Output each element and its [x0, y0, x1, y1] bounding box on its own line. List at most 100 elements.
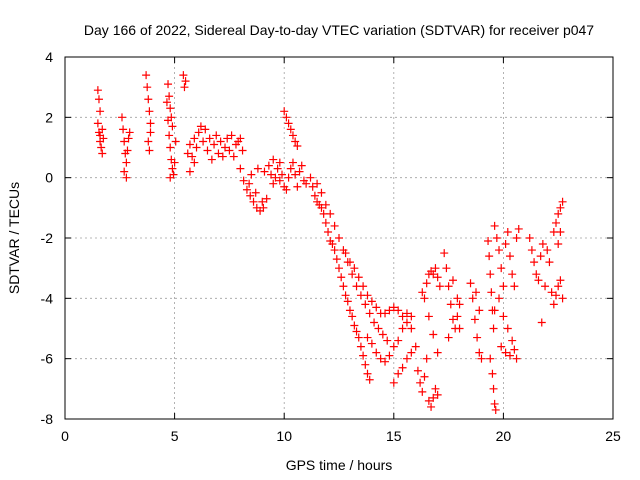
data-point-marker: [394, 336, 403, 345]
data-point-marker: [275, 158, 284, 167]
data-point-marker: [124, 134, 133, 143]
data-point-marker: [171, 137, 180, 146]
data-point-marker: [398, 363, 407, 372]
data-point-marker: [145, 107, 154, 116]
data-point-marker: [293, 141, 302, 150]
data-point-marker: [505, 351, 514, 360]
data-point-marker: [424, 396, 433, 405]
x-tick-label: 5: [171, 428, 179, 444]
data-point-marker: [512, 354, 521, 363]
data-point-marker: [354, 333, 363, 342]
data-point-marker: [534, 276, 543, 285]
data-point-marker: [416, 378, 425, 387]
data-point-marker: [486, 270, 495, 279]
data-point-marker: [497, 264, 506, 273]
data-point-marker: [477, 354, 486, 363]
data-point-marker: [413, 366, 422, 375]
data-point-marker: [466, 279, 475, 288]
data-point-marker: [185, 167, 194, 176]
data-point-marker: [554, 209, 563, 218]
data-point-marker: [418, 288, 427, 297]
data-point-marker: [97, 143, 106, 152]
data-point-marker: [448, 276, 457, 285]
data-point-marker: [558, 294, 567, 303]
data-point-marker: [120, 137, 129, 146]
data-point-marker: [295, 167, 304, 176]
data-point-marker: [378, 330, 387, 339]
data-point-marker: [221, 143, 230, 152]
data-point-marker: [260, 167, 269, 176]
data-point-marker: [99, 134, 108, 143]
data-point-marker: [180, 83, 189, 92]
data-point-marker: [335, 234, 343, 242]
data-point-marker: [238, 146, 247, 155]
data-point-marker: [444, 282, 453, 291]
data-point-marker: [170, 158, 179, 167]
data-point-marker: [381, 357, 390, 366]
data-point-marker: [545, 258, 554, 267]
data-point-marker: [448, 315, 457, 324]
data-point-marker: [446, 300, 455, 309]
data-point-marker: [122, 173, 131, 182]
data-point-marker: [321, 218, 330, 227]
data-point-marker: [144, 95, 153, 104]
data-point-marker: [269, 155, 278, 164]
data-point-marker: [343, 297, 352, 306]
data-point-marker: [422, 354, 431, 363]
data-point-marker: [411, 342, 420, 351]
data-point-marker: [332, 255, 341, 264]
data-point-marker: [495, 246, 504, 255]
data-point-marker: [556, 227, 565, 236]
x-tick-label: 10: [276, 428, 292, 444]
x-tick-label: 0: [61, 428, 69, 444]
data-point-marker: [536, 252, 545, 261]
data-point-marker: [444, 333, 453, 342]
data-point-marker: [402, 309, 411, 318]
data-point-marker: [514, 224, 523, 233]
data-point-marker: [348, 312, 357, 321]
data-point-marker: [251, 188, 260, 197]
data-point-marker: [381, 309, 390, 318]
data-point-marker: [473, 333, 482, 342]
data-point-marker: [93, 86, 102, 95]
data-point-marker: [558, 197, 567, 206]
data-point-marker: [196, 122, 205, 131]
data-point-marker: [372, 348, 381, 357]
data-point-marker: [530, 258, 539, 267]
y-tick-label: -8: [41, 411, 54, 427]
data-point-marker: [324, 227, 333, 236]
data-point-marker: [486, 354, 495, 363]
data-point-marker: [192, 143, 201, 152]
data-point-marker: [427, 402, 436, 411]
data-point-marker: [402, 318, 411, 327]
data-point-marker: [203, 146, 212, 155]
data-point-marker: [394, 369, 403, 378]
data-point-marker: [372, 303, 381, 312]
data-point-marker: [487, 288, 496, 297]
data-point-marker: [402, 354, 411, 363]
data-point-marker: [472, 288, 480, 297]
data-point-marker: [394, 306, 403, 315]
data-point-marker: [236, 164, 245, 173]
data-point-marker: [306, 173, 315, 182]
data-point-marker: [407, 324, 416, 333]
data-point-marker: [286, 164, 295, 173]
data-point-marker: [297, 161, 306, 170]
data-point-marker: [142, 71, 151, 80]
data-point-marker: [286, 125, 295, 134]
data-point-marker: [455, 324, 464, 333]
y-axis-label: SDTVAR / TECUs: [6, 182, 22, 294]
data-point-marker: [339, 282, 348, 291]
data-point-marker: [433, 273, 442, 282]
data-point-marker: [190, 134, 199, 143]
data-point-marker: [210, 140, 219, 149]
data-point-marker: [475, 306, 484, 315]
x-tick-label: 15: [386, 428, 402, 444]
data-point-marker: [398, 324, 407, 333]
data-point-marker: [505, 252, 514, 261]
data-point-marker: [122, 158, 131, 167]
data-point-marker: [337, 273, 346, 282]
data-point-marker: [499, 282, 508, 291]
data-point-marker: [275, 176, 284, 185]
